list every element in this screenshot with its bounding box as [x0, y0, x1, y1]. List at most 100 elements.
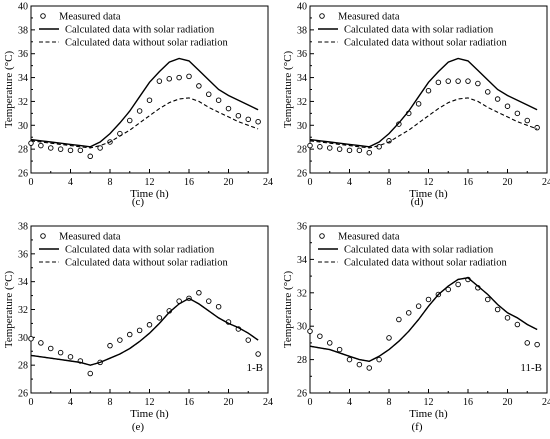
legend: Measured data Calculated data with solar … — [39, 12, 228, 49]
series-solid — [30, 297, 259, 366]
measured-point — [146, 97, 153, 103]
measured-point — [48, 145, 54, 151]
measured-point — [524, 117, 531, 124]
legend-label: Calculated data without solar radiation — [344, 258, 507, 269]
measured-point — [455, 78, 461, 84]
panel-label: (f) — [412, 421, 423, 433]
x-tick-label: 0 — [308, 177, 313, 188]
measured-point — [146, 322, 153, 328]
chart-panel-2: 0 4 8 12 16 20 24 26 28 30 32 34 36 38 40 Time (h) Tempe… — [282, 2, 550, 209]
panel-label: (d) — [411, 196, 424, 208]
y-tick-label: 34 — [297, 255, 307, 266]
y-tick-label: 32 — [18, 97, 28, 108]
measured-point — [504, 315, 511, 321]
y-tick-label: 40 — [18, 2, 28, 13]
measured-point — [28, 335, 34, 342]
measured-point — [406, 310, 412, 316]
measured-point — [156, 78, 163, 84]
measured-point — [327, 145, 333, 151]
measured-point — [255, 351, 261, 357]
y-tick-label: 36 — [297, 222, 307, 233]
measured-point — [28, 140, 34, 146]
measured-point — [317, 144, 323, 150]
y-tick-label: 28 — [297, 145, 307, 156]
measured-point — [245, 337, 251, 343]
measured-point — [38, 142, 44, 149]
legend-label: Measured data — [338, 12, 400, 23]
y-tick-label: 36 — [18, 49, 28, 60]
measured-point — [504, 103, 511, 109]
measured-point — [87, 153, 93, 160]
y-axis-label: Temperature (°C) — [3, 51, 15, 129]
measured-point — [196, 83, 202, 89]
measured-point — [376, 144, 382, 150]
measured-point — [327, 340, 333, 346]
legend-label: Calculated data with solar radiation — [65, 245, 215, 256]
x-tick-label: 12 — [145, 177, 155, 188]
panel-label: (c) — [132, 196, 145, 208]
measured-point — [186, 73, 192, 80]
measured-point — [534, 124, 540, 131]
measured-point — [514, 110, 521, 117]
chart-panel-4: 0 4 8 12 16 20 24 26 28 30 32 34 36 Time (h) Temperatu… — [282, 222, 550, 434]
legend-marker-measured — [319, 233, 325, 239]
series-dashed — [30, 297, 259, 366]
measured-point — [235, 112, 242, 119]
x-tick-label: 20 — [224, 397, 234, 408]
measured-point — [485, 296, 491, 303]
y-tick-label: 26 — [297, 389, 307, 400]
x-tick-label: 8 — [108, 397, 113, 408]
measured-point — [48, 345, 54, 352]
y-tick-label: 34 — [18, 73, 28, 84]
legend: Measured data Calculated data with solar … — [318, 12, 507, 49]
measured-point — [77, 147, 84, 154]
legend-label: Calculated data without solar radiation — [65, 38, 228, 49]
x-tick-label: 12 — [424, 177, 434, 188]
measured-point — [205, 91, 212, 98]
measured-point — [415, 303, 422, 309]
x-axis-label: Time (h) — [130, 188, 169, 200]
x-axis-label: Time (h) — [130, 408, 169, 420]
x-tick-label: 20 — [224, 177, 234, 188]
measured-point — [366, 365, 373, 371]
measured-point — [67, 354, 74, 360]
measured-point — [366, 149, 373, 156]
series-dashed — [309, 277, 538, 362]
series-solid — [309, 57, 538, 148]
measured-point — [346, 147, 353, 154]
measured-point — [57, 349, 64, 356]
y-axis-label: Temperature (°C) — [3, 271, 15, 349]
measured-point — [445, 286, 452, 293]
measured-point — [485, 89, 491, 95]
x-tick-label: 16 — [463, 397, 473, 408]
measured-point — [136, 327, 143, 334]
measured-point — [317, 333, 323, 339]
measured-point — [196, 290, 202, 296]
chart-panel-1: 0 4 8 12 16 20 24 26 28 30 32 34 36 38 40 Time (h) Tempe… — [3, 2, 273, 209]
measured-point — [445, 78, 452, 84]
y-tick-label: 36 — [297, 49, 307, 60]
legend: Measured data Calculated data with solar … — [39, 232, 228, 269]
measured-point — [435, 79, 442, 86]
y-tick-label: 38 — [18, 222, 28, 233]
y-axis-label: Temperature (°C) — [282, 51, 294, 129]
y-tick-label: 28 — [18, 361, 28, 372]
measured-point — [475, 80, 481, 87]
y-axis-label: Temperature (°C) — [282, 271, 294, 349]
y-tick-label: 32 — [297, 288, 307, 299]
measured-point — [356, 147, 363, 154]
measured-point — [126, 331, 133, 338]
y-tick-label: 32 — [297, 97, 307, 108]
x-tick-label: 20 — [503, 177, 513, 188]
measured-point — [156, 315, 163, 321]
measured-point — [494, 306, 501, 313]
legend: Measured data Calculated data with solar … — [318, 232, 507, 269]
x-tick-label: 0 — [29, 397, 34, 408]
legend-label: Calculated data without solar radiation — [344, 38, 507, 49]
line-with-solar — [309, 57, 538, 148]
chart-panel-3: 0 4 8 12 16 20 24 26 28 30 32 34 36 38 Time (h) Tempera… — [3, 222, 273, 434]
series-solid — [309, 277, 538, 363]
y-tick-label: 26 — [18, 169, 28, 180]
y-tick-label: 30 — [297, 322, 307, 333]
